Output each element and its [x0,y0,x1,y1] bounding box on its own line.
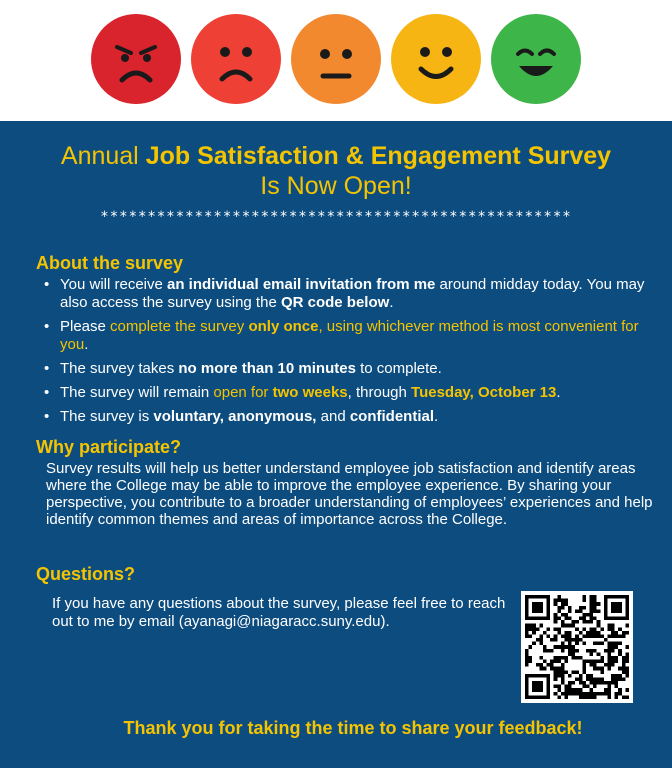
survey-qr-code[interactable] [521,591,633,703]
satisfaction-faces-strip [0,0,672,121]
thank-you-message: Thank you for taking the time to share y… [123,718,583,738]
title-line-2: Is Now Open! [260,172,412,200]
list-item: The survey takes no more than 10 minutes… [36,360,656,378]
asterisk-divider: ****************************************… [100,209,572,225]
why-paragraph: Survey results will help us better under… [46,460,653,528]
sad-face-icon [191,14,281,104]
angry-face-icon [91,14,181,104]
list-item: The survey will remain open for two week… [36,384,656,402]
about-list: You will receive an individual email inv… [36,276,656,432]
questions-heading: Questions? [36,564,136,584]
list-item: The survey is voluntary, anonymous, and … [36,408,656,426]
list-item: You will receive an individual email inv… [36,276,656,312]
neutral-face-icon [291,14,381,104]
questions-paragraph: If you have any questions about the surv… [52,595,506,630]
title-line-1: Annual Job Satisfaction & Engagement Sur… [60,142,612,170]
list-item: Please complete the survey only once, us… [36,318,656,354]
smile-face-icon [391,14,481,104]
qr-code-icon [525,595,629,699]
happy-face-icon [491,14,581,104]
announcement-panel: Annual Job Satisfaction & Engagement Sur… [0,121,672,768]
about-heading: About the survey [36,253,184,273]
why-heading: Why participate? [36,437,182,457]
